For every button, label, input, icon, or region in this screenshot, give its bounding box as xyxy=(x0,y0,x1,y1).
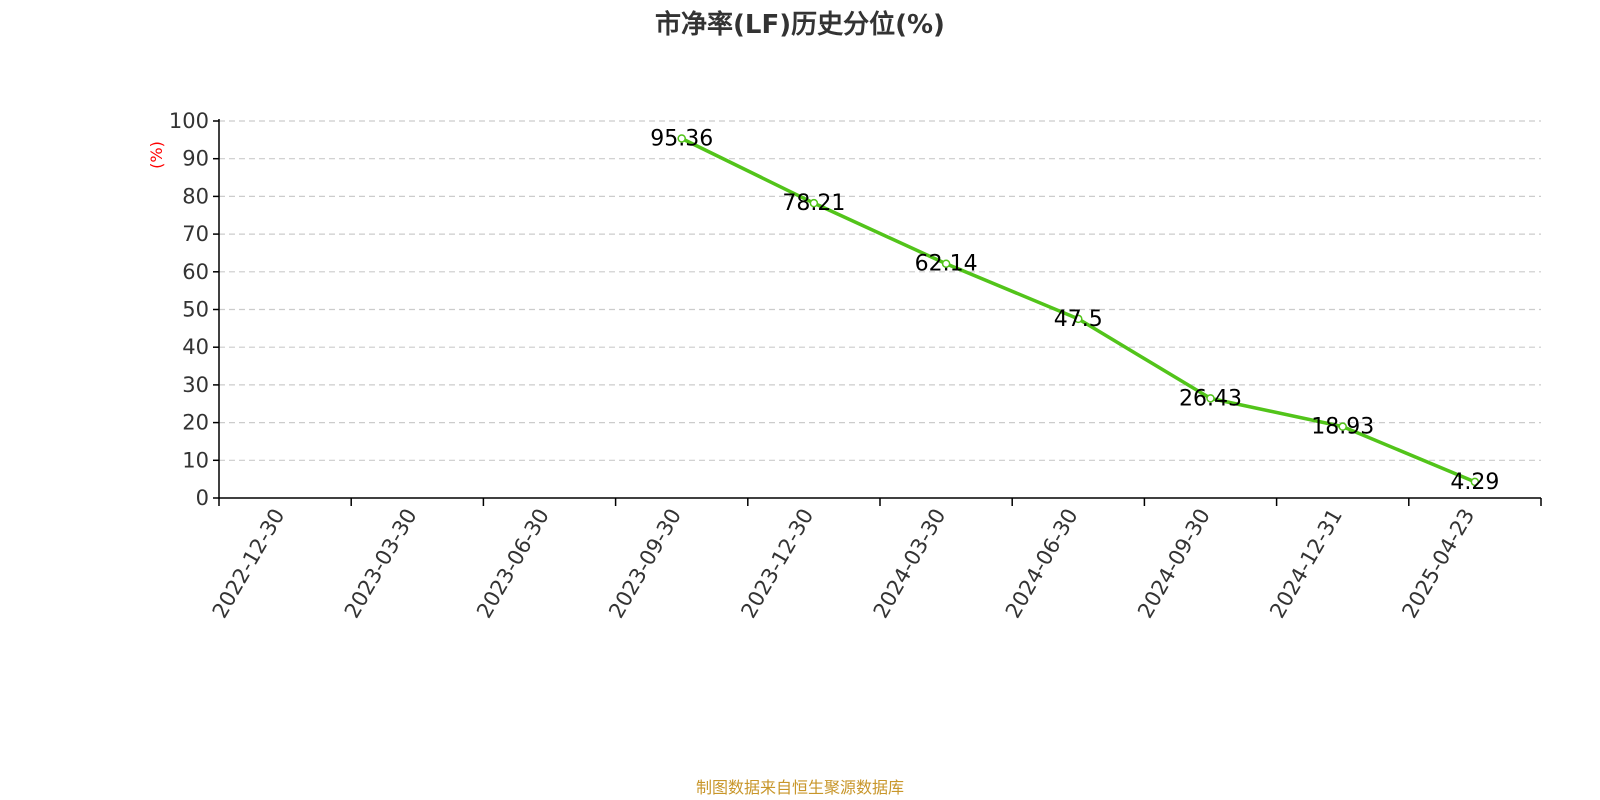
data-label: 4.29 xyxy=(1450,470,1499,495)
y-tick-label: 80 xyxy=(182,184,209,208)
data-point xyxy=(1074,314,1083,324)
y-tick-label: 100 xyxy=(169,109,209,133)
chart-title: 市净率(LF)历史分位(%) xyxy=(655,10,945,40)
x-tick-label: 2024-03-30 xyxy=(869,505,951,623)
y-axis: 0 10 20 30 40 50 60 70 80 90 100 xyxy=(169,109,220,510)
series-layer: 95.36 78.21 62.14 47.5 26.43 18.93 4.29 xyxy=(650,126,1499,494)
data-point xyxy=(1206,394,1215,403)
x-tick-label: 2024-12-31 xyxy=(1265,505,1347,623)
x-tick-label: 2022-12-30 xyxy=(208,505,290,623)
x-tick-label: 2023-06-30 xyxy=(472,505,554,623)
x-tick-label: 2024-06-30 xyxy=(1001,505,1083,623)
data-point xyxy=(941,259,951,268)
data-label: 78.21 xyxy=(782,191,845,216)
data-label: 62.14 xyxy=(915,252,978,277)
x-tick-label: 2024-09-30 xyxy=(1133,505,1215,623)
data-point xyxy=(809,198,819,208)
y-tick-label: 90 xyxy=(182,147,209,171)
grid-lines xyxy=(219,120,1541,461)
data-label: 26.43 xyxy=(1179,386,1242,411)
data-label: 18.93 xyxy=(1311,415,1374,440)
data-point xyxy=(1338,422,1347,431)
data-point xyxy=(677,134,686,143)
y-tick-label: 10 xyxy=(182,448,209,472)
y-tick-label: 60 xyxy=(182,260,209,284)
y-tick-label: 30 xyxy=(182,373,209,397)
y-tick-label: 70 xyxy=(182,222,209,246)
y-tick-label: 20 xyxy=(182,411,209,435)
data-label: 95.36 xyxy=(650,126,713,151)
x-tick-label: 2025-04-23 xyxy=(1397,505,1479,623)
y-tick-label: 50 xyxy=(182,298,209,322)
y-tick-label: 40 xyxy=(182,335,209,359)
data-point xyxy=(1470,477,1480,487)
y-axis-label: (%) xyxy=(147,141,166,169)
x-tick-label: 2023-03-30 xyxy=(340,505,422,623)
x-tick-label: 2023-12-30 xyxy=(736,505,818,623)
data-label: 47.5 xyxy=(1054,307,1103,332)
x-tick-label: 2023-09-30 xyxy=(604,505,686,623)
source-footer: 制图数据来自恒生聚源数据库 xyxy=(695,778,904,797)
x-axis: 2022-12-30 2023-03-30 2023-06-30 2023-09-30… xyxy=(208,497,1542,623)
y-tick-label: 0 xyxy=(196,486,209,510)
